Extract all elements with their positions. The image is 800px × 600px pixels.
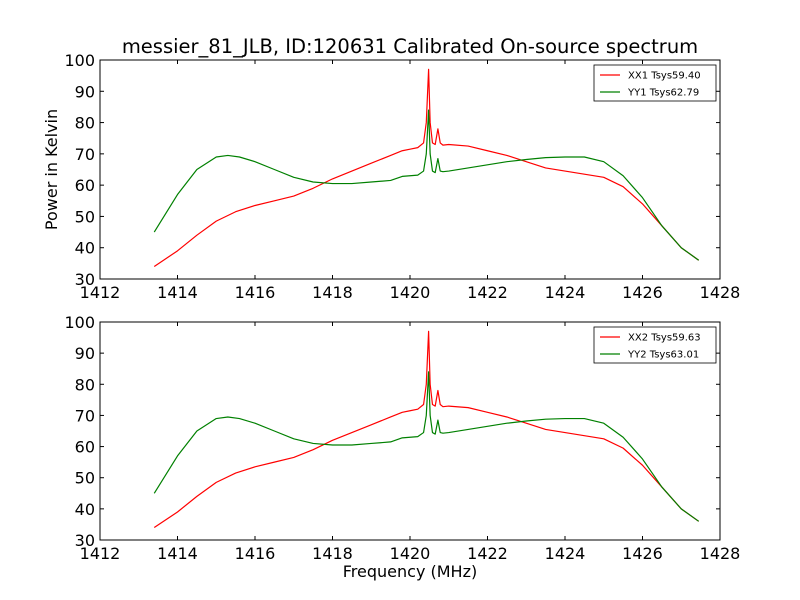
y-tick-label: 50 [75, 469, 95, 488]
x-tick-label: 1412 [80, 544, 121, 563]
y-tick-label: 60 [75, 176, 95, 195]
y-tick-label: 90 [75, 344, 95, 363]
y-tick-label: 40 [75, 500, 95, 519]
legend-label: XX2 Tsys59.63 [628, 333, 701, 344]
y-tick-label: 80 [75, 375, 95, 394]
y-tick-label: 70 [75, 145, 95, 164]
y-tick-label: 100 [64, 313, 95, 332]
series-line-yy [153, 371, 700, 522]
x-tick-label: 1414 [157, 283, 198, 302]
x-tick-label: 1426 [622, 544, 663, 563]
x-tick-label: 1416 [235, 544, 276, 563]
bottom-spectrum-panel: 1412 1414 1416 1418 1420 1422 1424 1426 1428 30 40… [64, 313, 740, 581]
legend-label: XX1 Tsys59.40 [628, 71, 701, 82]
x-tick-label: 1428 [700, 283, 741, 302]
legend-box [593, 326, 717, 364]
x-tick-label: 1422 [467, 283, 508, 302]
x-tick-label: 1416 [235, 283, 276, 302]
x-tick-label: 1420 [390, 283, 431, 302]
y-tick-label: 30 [75, 270, 95, 289]
figure-title: messier_81_JLB, ID:120631 Calibrated On-… [122, 35, 698, 58]
y-tick-label: 30 [75, 531, 95, 550]
x-tick-label: 1424 [545, 283, 586, 302]
y-tick-label: 80 [75, 114, 95, 133]
x-tick-label: 1412 [80, 283, 121, 302]
y-tick-label: 70 [75, 406, 95, 425]
x-axis-label: Frequency (MHz) [343, 562, 477, 581]
y-axis-label: Power in Kelvin [42, 109, 61, 230]
legend-box [593, 64, 717, 102]
y-tick-label: 60 [75, 438, 95, 457]
legend-label: YY2 Tsys63.01 [627, 350, 699, 361]
x-tick-label: 1422 [467, 544, 508, 563]
x-tick-label: 1414 [157, 544, 198, 563]
series-line-yy [153, 109, 700, 261]
y-tick-label: 100 [64, 51, 95, 70]
x-tick-label: 1418 [312, 544, 353, 563]
y-tick-label: 40 [75, 239, 95, 258]
y-tick-label: 50 [75, 207, 95, 226]
legend-label: YY1 Tsys62.79 [627, 88, 699, 99]
series-line-xx [153, 68, 700, 267]
x-tick-label: 1420 [390, 544, 431, 563]
series-line-xx [153, 330, 700, 529]
top-spectrum-panel: 1412 1414 1416 1418 1420 1422 1424 1426 1428 30 40… [42, 51, 740, 302]
y-tick-label: 90 [75, 82, 95, 101]
x-tick-label: 1428 [700, 544, 741, 563]
x-tick-label: 1426 [622, 283, 663, 302]
x-tick-label: 1424 [545, 544, 586, 563]
x-tick-label: 1418 [312, 283, 353, 302]
